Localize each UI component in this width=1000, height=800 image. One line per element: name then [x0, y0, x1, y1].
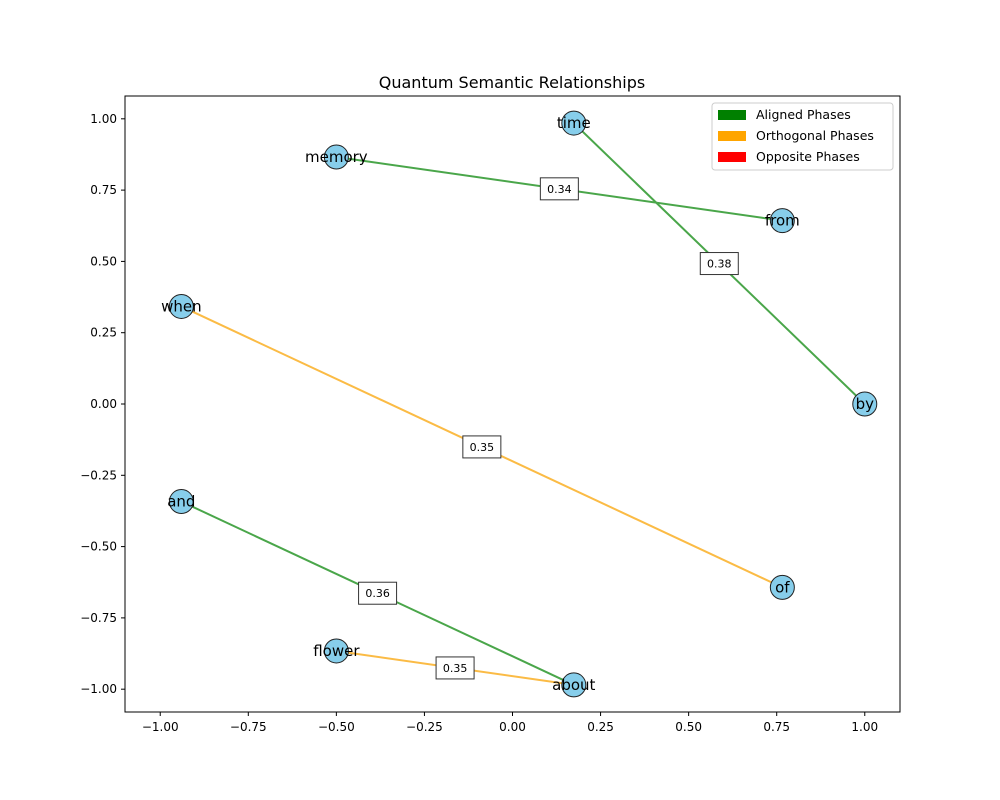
node-and: and: [167, 489, 195, 515]
y-tick-label: 0.25: [90, 326, 117, 340]
node-by: by: [852, 391, 878, 417]
y-axis: 1.00 0.75 0.50 0.25 0.00 −0.25 −0.50 −0.75 −1.00: [80, 112, 125, 696]
legend-label: Orthogonal Phases: [756, 128, 874, 143]
edge-weight-box: [539, 177, 579, 201]
node-label: and: [167, 493, 195, 511]
legend-item-opposite: Opposite Phases: [718, 149, 860, 164]
edge-weight-label: 0.34: [539, 177, 579, 201]
node-circle: [323, 144, 349, 170]
edge-weight-text: 0.34: [547, 183, 572, 196]
node-when: when: [161, 293, 202, 319]
node-label: memory: [305, 148, 368, 166]
node-label: from: [765, 212, 800, 230]
node-label: by: [856, 395, 875, 413]
node-label: flower: [313, 642, 360, 660]
edge-weight-text: 0.35: [470, 441, 495, 454]
edge-weight-label: 0.36: [358, 581, 398, 605]
y-tick-label: 1.00: [90, 112, 117, 126]
y-tick-label: −0.50: [80, 540, 117, 554]
node-circle: [323, 638, 349, 664]
x-tick-label: −0.75: [230, 720, 267, 734]
legend-item-orthogonal: Orthogonal Phases: [718, 128, 874, 143]
nodes-layer: time memory from when by and of flower about: [161, 110, 878, 698]
node-flower: flower: [313, 638, 360, 664]
node-time: time: [557, 110, 591, 136]
edge-weight-label: 0.35: [435, 656, 475, 680]
node-label: of: [775, 578, 790, 596]
node-label: about: [552, 676, 595, 694]
node-memory: memory: [305, 144, 368, 170]
edge-weight-box: [435, 656, 475, 680]
edge-weight-label: 0.35: [462, 435, 502, 459]
chart-title: Quantum Semantic Relationships: [379, 73, 645, 92]
legend-item-aligned: Aligned Phases: [718, 107, 851, 122]
x-tick-label: 0.50: [675, 720, 702, 734]
edge-weight-box: [358, 581, 398, 605]
y-tick-label: 0.00: [90, 397, 117, 411]
legend-label: Opposite Phases: [756, 149, 860, 164]
legend-swatch: [718, 152, 746, 162]
x-tick-label: 0.75: [763, 720, 790, 734]
edge-weight-box: [699, 252, 739, 276]
edge-weight-box: [462, 435, 502, 459]
y-tick-label: −0.75: [80, 611, 117, 625]
node-about: about: [552, 672, 596, 698]
node-circle: [769, 208, 795, 234]
x-axis: −1.00 −0.75 −0.50 −0.25 0.00 0.25 0.50 0.75 1.00: [142, 712, 878, 734]
legend-swatch: [718, 110, 746, 120]
legend: Aligned Phases Orthogonal Phases Opposite …: [711, 102, 894, 171]
node-circle: [769, 574, 795, 600]
x-tick-label: 0.00: [499, 720, 526, 734]
node-circle: [561, 672, 587, 698]
node-label: time: [557, 114, 591, 132]
node-circle: [561, 110, 587, 136]
edge-weight-text: 0.36: [365, 587, 390, 600]
x-tick-label: −0.50: [318, 720, 355, 734]
x-tick-label: −0.25: [406, 720, 443, 734]
edge-weight-text: 0.35: [443, 662, 468, 675]
y-tick-label: 0.50: [90, 254, 117, 268]
legend-swatch: [718, 131, 746, 141]
node-of: of: [769, 574, 795, 600]
edge-weight-text: 0.38: [707, 258, 732, 271]
legend-label: Aligned Phases: [756, 107, 851, 122]
y-tick-label: −1.00: [80, 682, 117, 696]
node-label: when: [161, 297, 202, 315]
x-tick-label: 1.00: [851, 720, 878, 734]
node-circle: [852, 391, 878, 417]
node-circle: [168, 293, 194, 319]
edge-weight-label: 0.38: [699, 252, 739, 276]
node-from: from: [765, 208, 800, 234]
node-circle: [168, 489, 194, 515]
legend-box: [711, 102, 894, 171]
x-tick-label: −1.00: [142, 720, 179, 734]
y-tick-label: 0.75: [90, 183, 117, 197]
y-tick-label: −0.25: [80, 468, 117, 482]
edge-labels-layer: 0.34 0.38 0.35 0.36 0.35: [358, 177, 739, 680]
x-tick-label: 0.25: [587, 720, 614, 734]
